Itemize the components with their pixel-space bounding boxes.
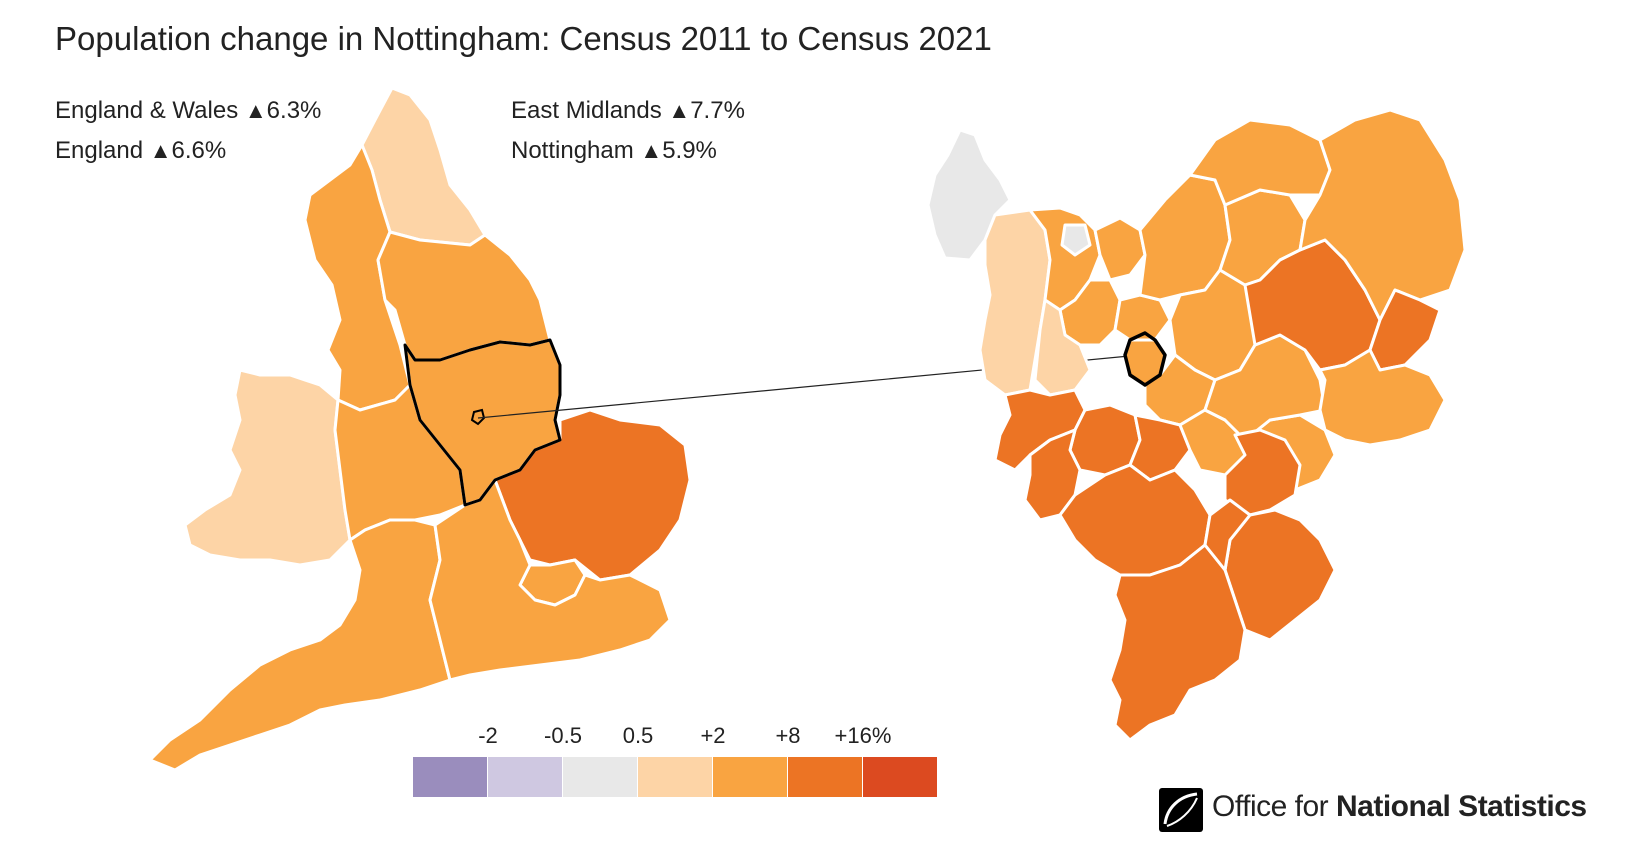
- legend-swatch-4: [638, 757, 712, 797]
- stat-label: East Midlands: [511, 97, 662, 124]
- legend-swatch-1: [413, 757, 487, 797]
- england-wales-map: [148, 86, 692, 772]
- district-derby: [1033, 298, 1092, 397]
- stat-label: England & Wales: [55, 97, 239, 124]
- east-midlands-map: [926, 108, 1467, 742]
- legend-swatch-7: [863, 757, 937, 797]
- region-wales: [183, 368, 352, 567]
- legend-tick: +16%: [834, 723, 892, 749]
- page-title: Population change in Nottingham: Census …: [55, 20, 992, 57]
- legend-tick: +2: [700, 723, 726, 749]
- stat-england: England ▲6.6%: [55, 137, 226, 165]
- stat-label: Nottingham: [511, 137, 634, 164]
- legend-tick: +8: [775, 723, 801, 749]
- ons-logo-prefix: Office for: [1212, 790, 1336, 823]
- district-chesterfield: [1060, 223, 1092, 257]
- district-bolsover: [1093, 216, 1147, 282]
- stat-value: 6.6%: [171, 137, 227, 164]
- ons-logo-bold: National Statistics: [1336, 790, 1587, 823]
- legend-swatch-5: [713, 757, 787, 797]
- stat-england-wales: England & Wales ▲6.3%: [55, 97, 321, 125]
- legend-swatch-2: [488, 757, 562, 797]
- legend-swatch-6: [788, 757, 862, 797]
- legend-tick: 0.5: [622, 723, 654, 749]
- stat-east-midlands: East Midlands ▲7.7%: [511, 97, 745, 125]
- stat-label: England: [55, 137, 144, 164]
- ons-logo-text: Office for National Statistics: [1212, 790, 1587, 824]
- stat-value: 7.7%: [690, 97, 745, 124]
- stat-nottingham: Nottingham ▲5.9%: [511, 137, 717, 165]
- stat-value: 5.9%: [662, 137, 717, 164]
- region-west-midlands: [333, 383, 467, 542]
- stat-value: 6.3%: [266, 97, 322, 124]
- nottingham-outline-right: [1123, 331, 1167, 387]
- legend-swatch-3: [563, 757, 637, 797]
- district-northampton: [1203, 498, 1252, 572]
- region-south-east: [428, 478, 672, 682]
- up-arrow-icon: ▲: [244, 98, 267, 123]
- region-yorkshire: [376, 230, 552, 362]
- up-arrow-icon: ▲: [668, 98, 691, 123]
- up-arrow-icon: ▲: [640, 138, 663, 163]
- up-arrow-icon: ▲: [149, 138, 172, 163]
- district-south-holland: [1318, 348, 1447, 447]
- legend-tick: -0.5: [544, 723, 582, 749]
- ons-logo-icon: [1159, 788, 1203, 832]
- nottingham-marker-left: [470, 408, 486, 426]
- district-daventry: [1108, 543, 1247, 742]
- legend-tick: -2: [478, 723, 498, 749]
- east-midlands-outline: [403, 338, 562, 507]
